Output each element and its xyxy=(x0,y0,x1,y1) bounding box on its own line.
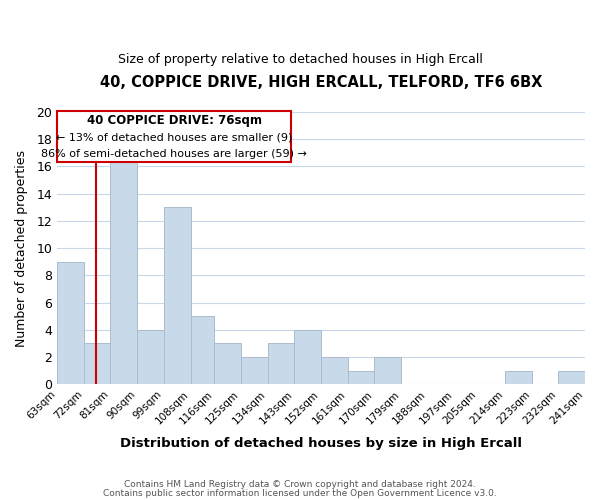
Bar xyxy=(374,357,401,384)
Bar xyxy=(321,357,348,384)
Bar xyxy=(191,316,214,384)
Bar xyxy=(559,370,585,384)
Bar xyxy=(241,357,268,384)
Bar xyxy=(348,370,374,384)
Text: 86% of semi-detached houses are larger (59) →: 86% of semi-detached houses are larger (… xyxy=(41,149,307,159)
Bar xyxy=(164,208,191,384)
Text: Contains HM Land Registry data © Crown copyright and database right 2024.: Contains HM Land Registry data © Crown c… xyxy=(124,480,476,489)
Text: 40 COPPICE DRIVE: 76sqm: 40 COPPICE DRIVE: 76sqm xyxy=(87,114,262,128)
Bar xyxy=(110,153,137,384)
Bar xyxy=(295,330,321,384)
Y-axis label: Number of detached properties: Number of detached properties xyxy=(15,150,28,346)
Text: Contains public sector information licensed under the Open Government Licence v3: Contains public sector information licen… xyxy=(103,488,497,498)
X-axis label: Distribution of detached houses by size in High Ercall: Distribution of detached houses by size … xyxy=(120,437,522,450)
Text: Size of property relative to detached houses in High Ercall: Size of property relative to detached ho… xyxy=(118,52,482,66)
Text: ← 13% of detached houses are smaller (9): ← 13% of detached houses are smaller (9) xyxy=(56,133,292,143)
FancyBboxPatch shape xyxy=(57,110,292,162)
Bar xyxy=(57,262,84,384)
Bar xyxy=(505,370,532,384)
Bar xyxy=(84,344,110,384)
Title: 40, COPPICE DRIVE, HIGH ERCALL, TELFORD, TF6 6BX: 40, COPPICE DRIVE, HIGH ERCALL, TELFORD,… xyxy=(100,75,542,90)
Bar xyxy=(268,344,295,384)
Bar xyxy=(214,344,241,384)
Bar xyxy=(137,330,164,384)
